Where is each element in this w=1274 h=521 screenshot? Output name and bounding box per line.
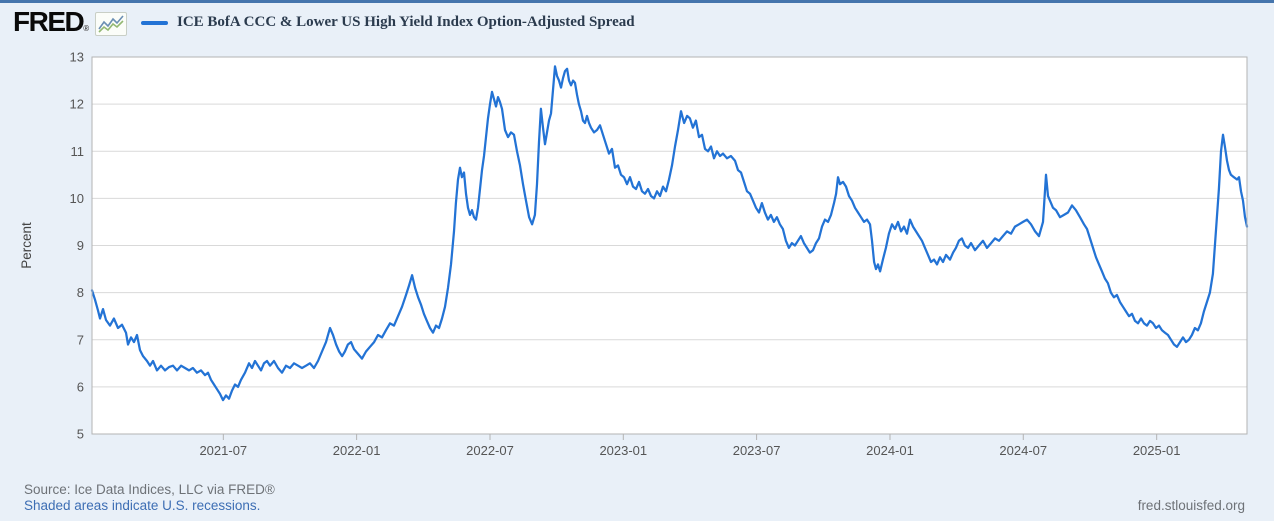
y-tick-label: 5 — [77, 427, 84, 442]
x-tick-label: 2023-01 — [599, 443, 647, 458]
recession-note-link[interactable]: Shaded areas indicate U.S. recessions. — [24, 498, 261, 513]
site-url: fred.stlouisfed.org — [1137, 498, 1245, 513]
x-tick-label: 2022-01 — [333, 443, 381, 458]
series-color-swatch — [141, 20, 168, 25]
top-accent-bar — [0, 0, 1274, 3]
chart-legend: ICE BofA CCC & Lower US High Yield Index… — [141, 14, 635, 31]
series-title: ICE BofA CCC & Lower US High Yield Index… — [177, 14, 635, 30]
sparkline-icon — [95, 12, 127, 36]
y-tick-label: 10 — [70, 191, 84, 206]
chart-plot-area[interactable] — [92, 57, 1247, 434]
x-tick-label: 2025-01 — [1133, 443, 1181, 458]
y-tick-label: 13 — [70, 50, 84, 65]
x-tick-label: 2024-01 — [866, 443, 914, 458]
y-tick-label: 11 — [71, 144, 85, 159]
y-tick-label: 6 — [77, 379, 84, 394]
y-tick-label: 8 — [77, 285, 84, 300]
spread-line-chart: 5 6 7 8 9 10 11 12 13 2021-07 2022-01 2022-07 2023-0… — [19, 50, 1249, 458]
registered-mark: ® — [83, 24, 90, 33]
y-axis-label: Percent — [19, 222, 34, 269]
x-tick-label: 2024-07 — [999, 443, 1047, 458]
x-tick-label: 2023-07 — [733, 443, 781, 458]
x-tick-label: 2022-07 — [466, 443, 514, 458]
fred-logo[interactable]: FRED® — [13, 8, 89, 43]
fred-logo-text: FRED — [13, 6, 85, 37]
x-tick-label: 2021-07 — [199, 443, 247, 458]
y-tick-label: 12 — [70, 97, 84, 112]
source-note: Source: Ice Data Indices, LLC via FRED® — [24, 482, 275, 497]
plot-border — [91, 56, 1248, 435]
y-tick-label: 9 — [77, 238, 84, 253]
y-tick-label: 7 — [77, 332, 84, 347]
series-line — [90, 65, 1249, 402]
